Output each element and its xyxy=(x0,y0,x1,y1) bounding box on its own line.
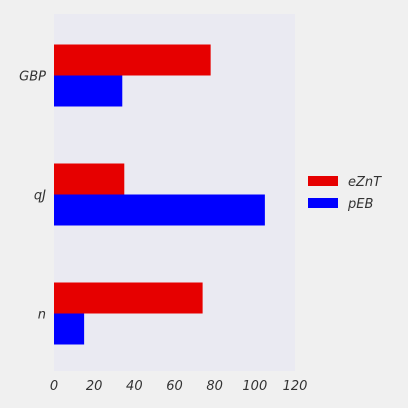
bar-eZnT-n xyxy=(54,282,203,314)
bar-eZnT-qJ xyxy=(54,163,125,195)
y-tick-label: GBP xyxy=(19,70,46,85)
y-tick-label: n xyxy=(38,308,46,323)
x-tick-label: 0 xyxy=(50,379,58,394)
legend: eZnT pEB xyxy=(308,175,382,212)
x-tick-label: 120 xyxy=(283,379,308,394)
legend-label-eZnT: eZnT xyxy=(348,175,382,190)
x-tick-label: 40 xyxy=(126,379,143,394)
legend-swatch-pEB xyxy=(308,198,338,208)
legend-label-pEB: pEB xyxy=(347,197,373,212)
x-tick-label: 100 xyxy=(242,379,267,394)
bar-pEB-n xyxy=(54,313,85,345)
bars-group xyxy=(54,44,265,345)
x-tick-label: 60 xyxy=(166,379,183,394)
legend-swatch-eZnT xyxy=(308,176,338,186)
bar-pEB-qJ xyxy=(54,194,265,226)
x-tick-label: 80 xyxy=(206,379,223,394)
y-axis-labels: GBP qJ n xyxy=(19,70,46,323)
y-tick-label: qJ xyxy=(34,189,46,204)
x-axis-ticks: 0 20 40 60 80 100 120 xyxy=(50,379,308,394)
x-tick-label: 20 xyxy=(86,379,103,394)
bar-eZnT-GBP xyxy=(54,44,211,76)
bar-pEB-GBP xyxy=(54,75,123,107)
